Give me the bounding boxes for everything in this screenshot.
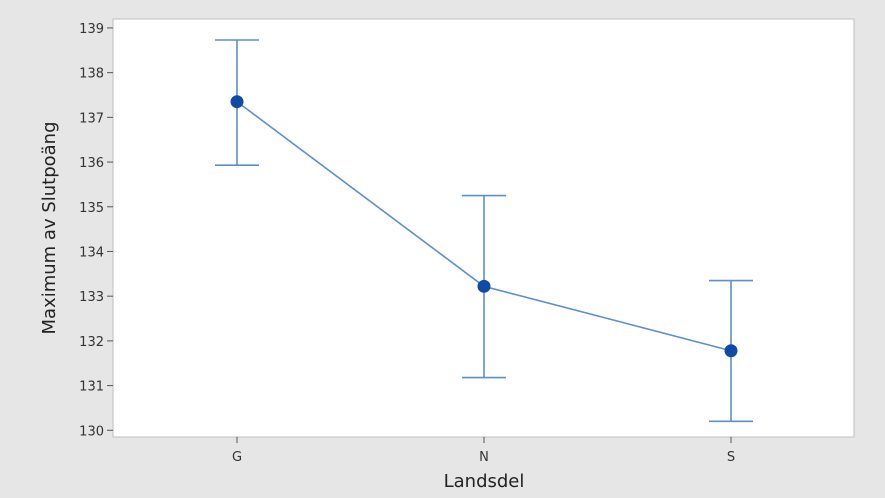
y-tick-label: 137 xyxy=(79,111,104,126)
y-tick-label: 135 xyxy=(79,201,104,216)
y-tick-label: 131 xyxy=(79,380,104,395)
y-axis-title: Maximum av Slutpoäng xyxy=(39,121,60,334)
mean-point xyxy=(724,344,738,358)
y-tick-label: 133 xyxy=(79,290,104,305)
x-tick-label: G xyxy=(232,450,242,465)
mean-point xyxy=(477,279,491,293)
y-tick-label: 136 xyxy=(79,156,104,171)
mean-point xyxy=(230,95,244,109)
series-group xyxy=(215,39,753,423)
x-tick-label: N xyxy=(479,450,489,465)
y-axis: 130 131 132 133 134 135 136 137 138 139 xyxy=(79,22,113,439)
y-tick-label: 132 xyxy=(79,335,104,350)
y-tick-label: 130 xyxy=(79,424,104,439)
y-tick-label: 134 xyxy=(79,245,104,260)
x-tick-label: S xyxy=(727,450,735,465)
y-tick-label: 138 xyxy=(79,67,104,82)
y-tick-label: 139 xyxy=(79,22,104,37)
x-axis-title: Landsdel xyxy=(444,471,525,492)
